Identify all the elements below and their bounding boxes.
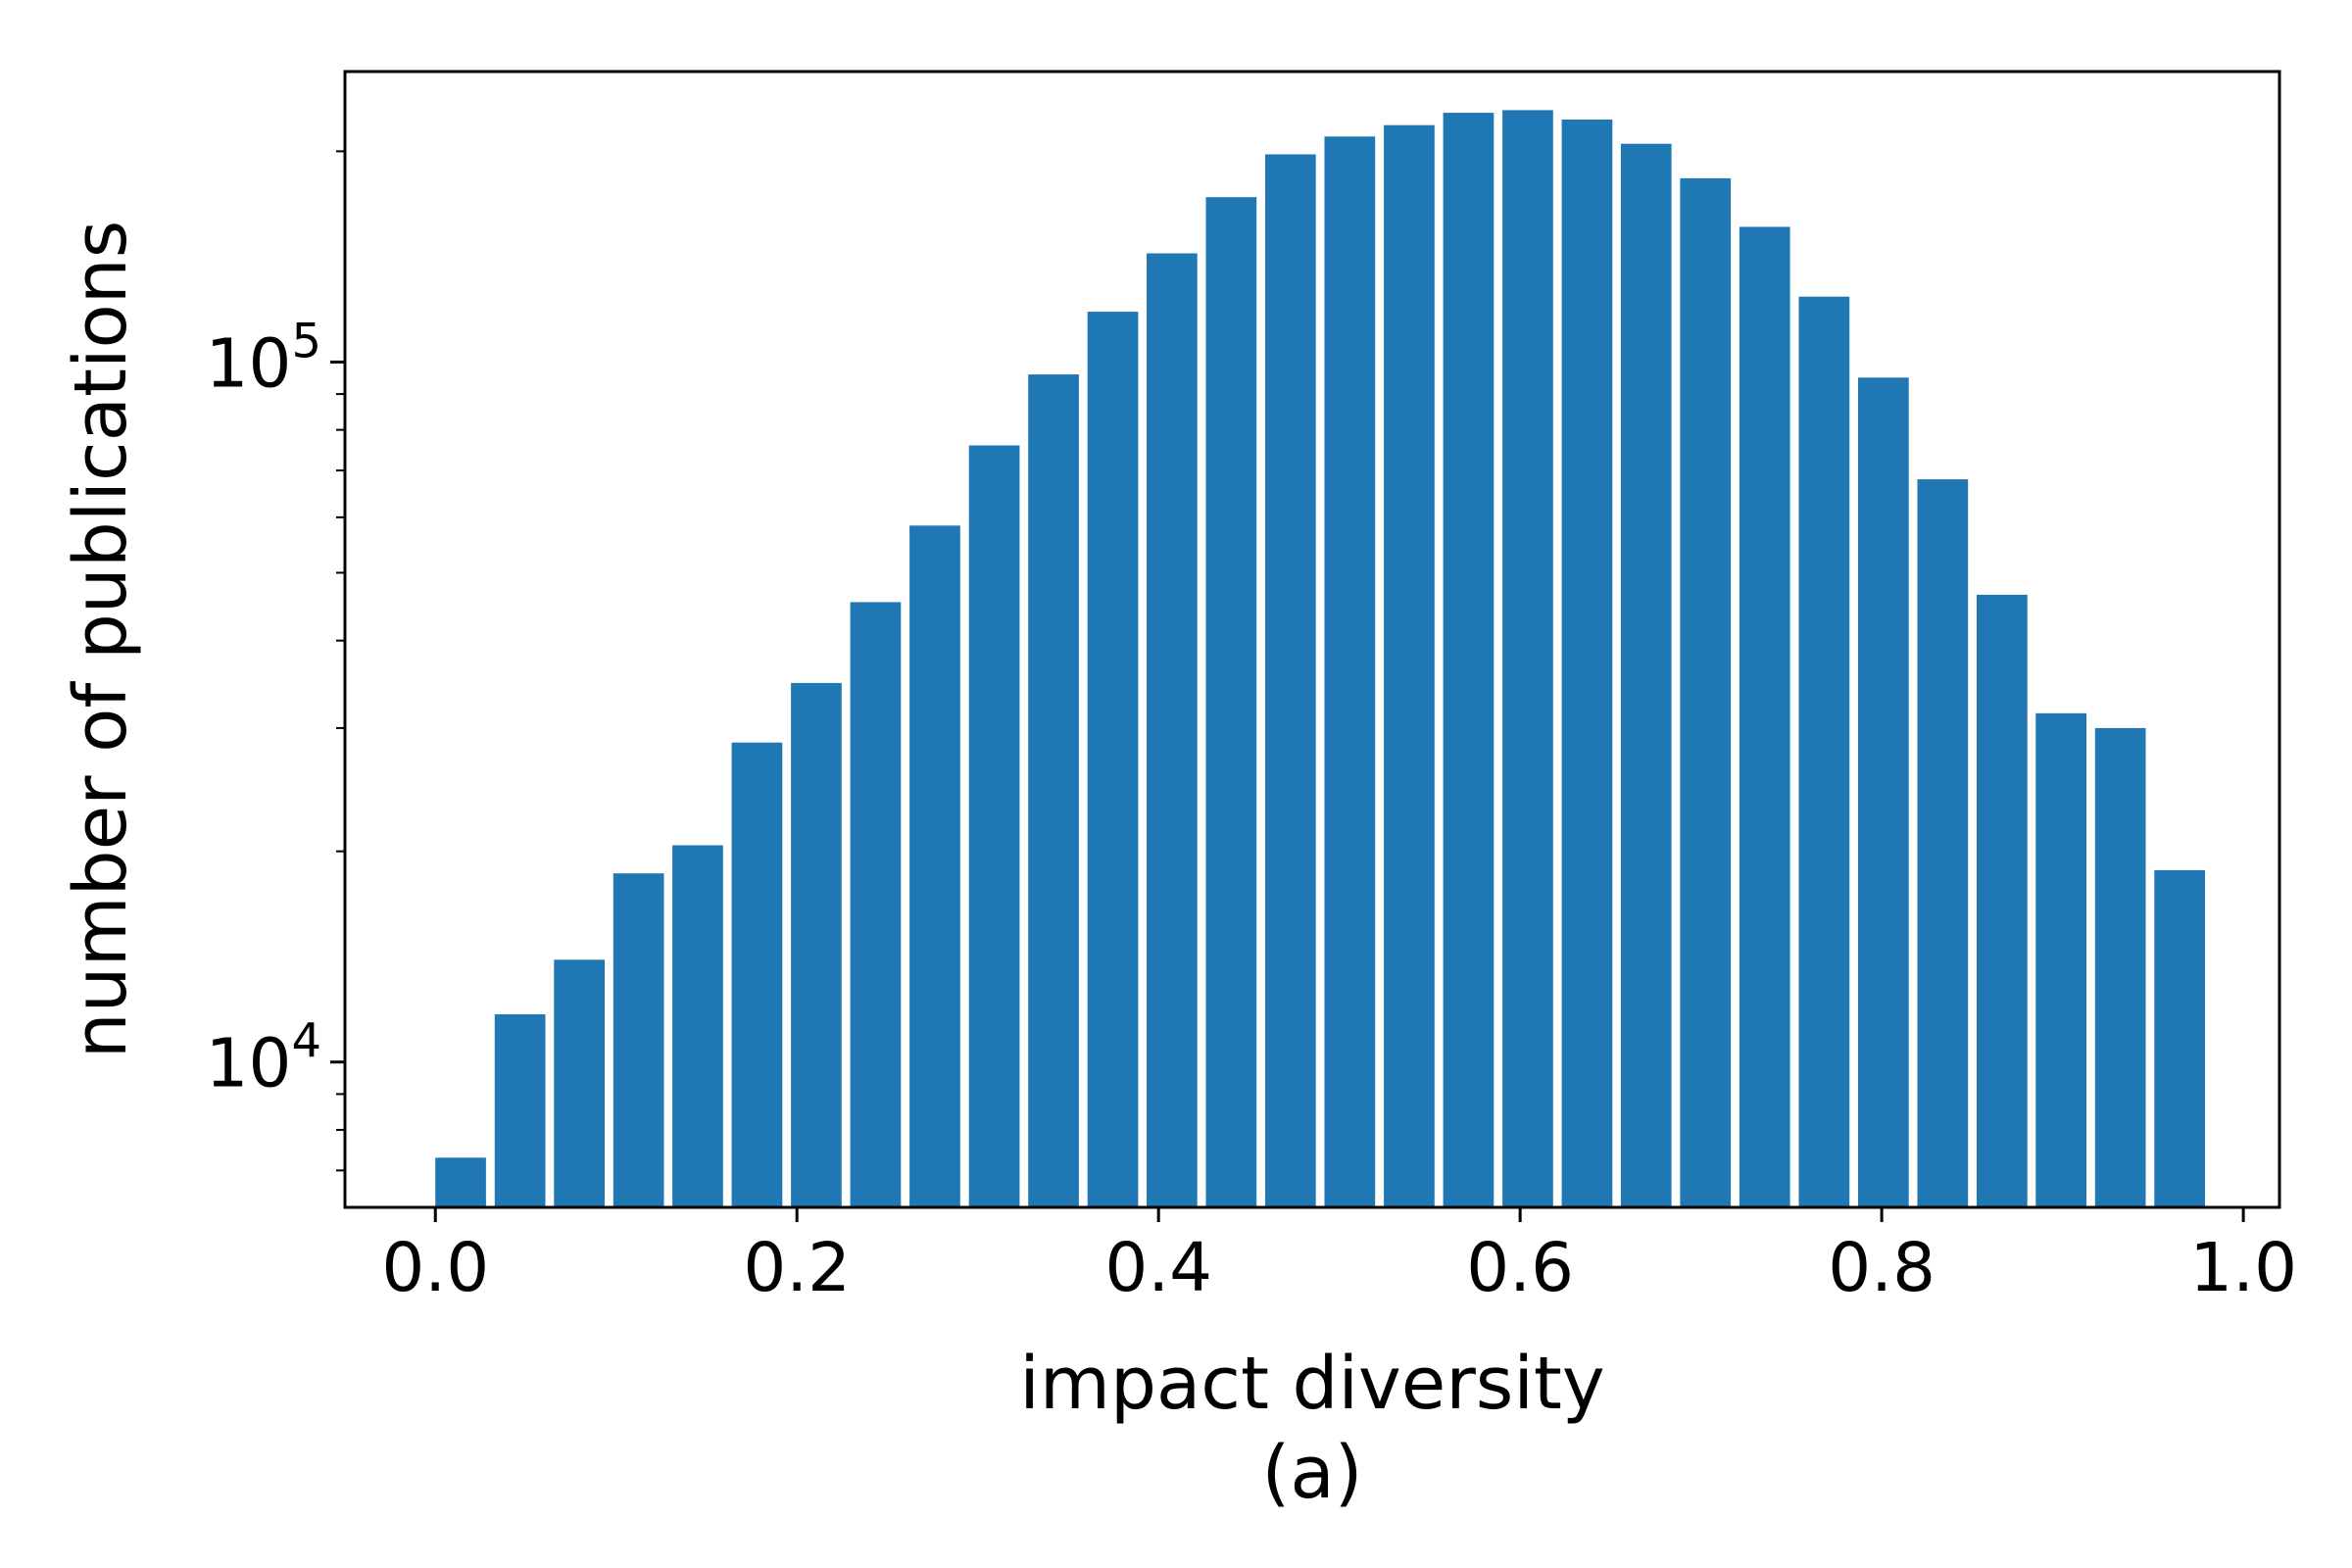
bar [1087, 312, 1139, 1208]
bar [494, 1014, 546, 1207]
x-tick-label: 0.4 [1104, 1229, 1212, 1307]
bar [791, 682, 842, 1207]
bar [1977, 594, 2028, 1207]
bar [850, 602, 902, 1207]
x-tick-label: 0.2 [743, 1229, 851, 1307]
bar [1917, 479, 1969, 1208]
bars [435, 110, 2205, 1208]
bar [1680, 177, 1732, 1207]
x-tick-label: 0.8 [1828, 1229, 1936, 1307]
bar [1384, 124, 1435, 1208]
bar [1502, 110, 1553, 1207]
bar [1739, 226, 1790, 1207]
bar [1858, 377, 1909, 1207]
x-axis: 0.0 0.2 0.4 0.6 0.8 1.0 [381, 1207, 2297, 1307]
y-axis-label: number of publications [59, 220, 143, 1058]
bar [1324, 136, 1376, 1207]
x-tick-label: 1.0 [2189, 1229, 2297, 1307]
bar [2035, 712, 2086, 1207]
bar [435, 1157, 486, 1207]
bar [1620, 143, 1672, 1208]
bar [1147, 253, 1198, 1207]
bar [612, 873, 664, 1207]
bar [1561, 120, 1613, 1207]
figure-caption: (a) [1261, 1431, 1362, 1515]
x-axis-label: impact diversity [1019, 1342, 1604, 1426]
bar [1798, 296, 1850, 1207]
y-tick-label: 104 [206, 1014, 321, 1103]
y-tick-label: 105 [206, 314, 321, 403]
bar [909, 525, 960, 1207]
y-axis: 104 105 [206, 150, 345, 1172]
bar [554, 959, 605, 1207]
bar [2094, 727, 2146, 1207]
bar [1028, 374, 1079, 1208]
bar [731, 742, 783, 1207]
bar [1265, 154, 1316, 1207]
bar [2154, 869, 2205, 1207]
bar [1205, 197, 1257, 1208]
plot-frame [343, 70, 2281, 1209]
x-tick-label: 0.6 [1466, 1229, 1574, 1307]
x-tick-label: 0.0 [381, 1229, 489, 1307]
bar [672, 845, 723, 1207]
bar [1443, 113, 1494, 1208]
bar [968, 445, 1020, 1207]
